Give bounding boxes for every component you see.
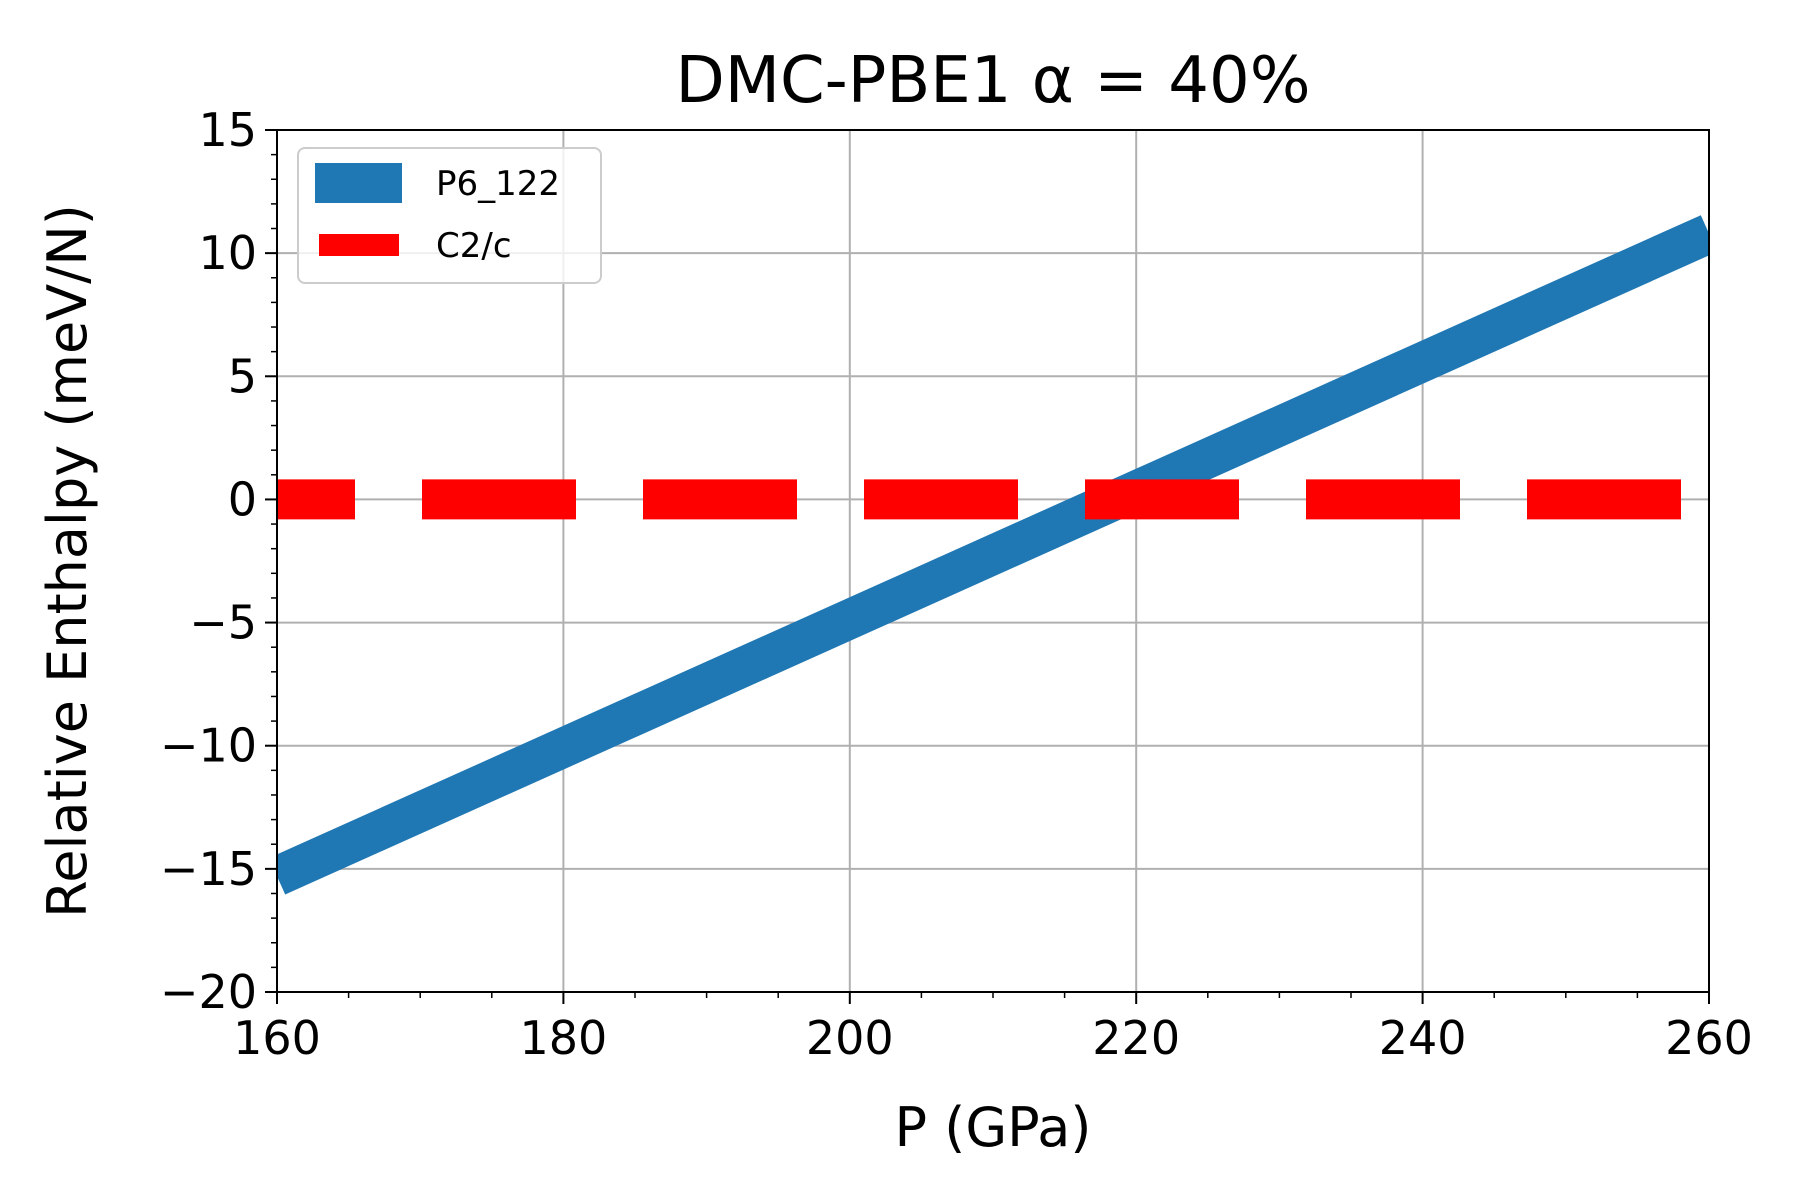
x-axis-label: P (GPa) bbox=[895, 1096, 1092, 1159]
x-tick-label: 160 bbox=[233, 1011, 321, 1065]
series-line-p6-122 bbox=[277, 215, 1709, 895]
series-group bbox=[277, 215, 1709, 895]
y-tick-label: −10 bbox=[160, 719, 257, 773]
ticks: 160 180 200 220 240 260 −20 −15 −10 −5 0 5 10 15 bbox=[160, 103, 1753, 1065]
y-tick-label: 15 bbox=[198, 103, 257, 157]
y-tick-label: 10 bbox=[198, 226, 257, 280]
y-tick-label: 5 bbox=[228, 349, 257, 403]
x-tick-label: 200 bbox=[806, 1011, 894, 1065]
x-tick-label: 240 bbox=[1379, 1011, 1467, 1065]
y-axis-label: Relative Enthalpy (meV/N) bbox=[36, 204, 99, 918]
plot-area bbox=[277, 215, 1709, 895]
legend-label: P6_122 bbox=[436, 164, 560, 204]
x-tick-label: 220 bbox=[1092, 1011, 1180, 1065]
y-tick-label: 0 bbox=[228, 472, 257, 526]
chart-title: DMC-PBE1 α = 40% bbox=[675, 44, 1310, 118]
y-tick-label: −20 bbox=[160, 965, 257, 1019]
y-tick-label: −15 bbox=[160, 842, 257, 896]
x-tick-label: 260 bbox=[1665, 1011, 1753, 1065]
legend-label: C2/c bbox=[436, 226, 512, 266]
legend: P6_122 C2/c bbox=[297, 147, 602, 284]
y-tick-label: −5 bbox=[189, 596, 257, 650]
x-tick-label: 180 bbox=[519, 1011, 607, 1065]
